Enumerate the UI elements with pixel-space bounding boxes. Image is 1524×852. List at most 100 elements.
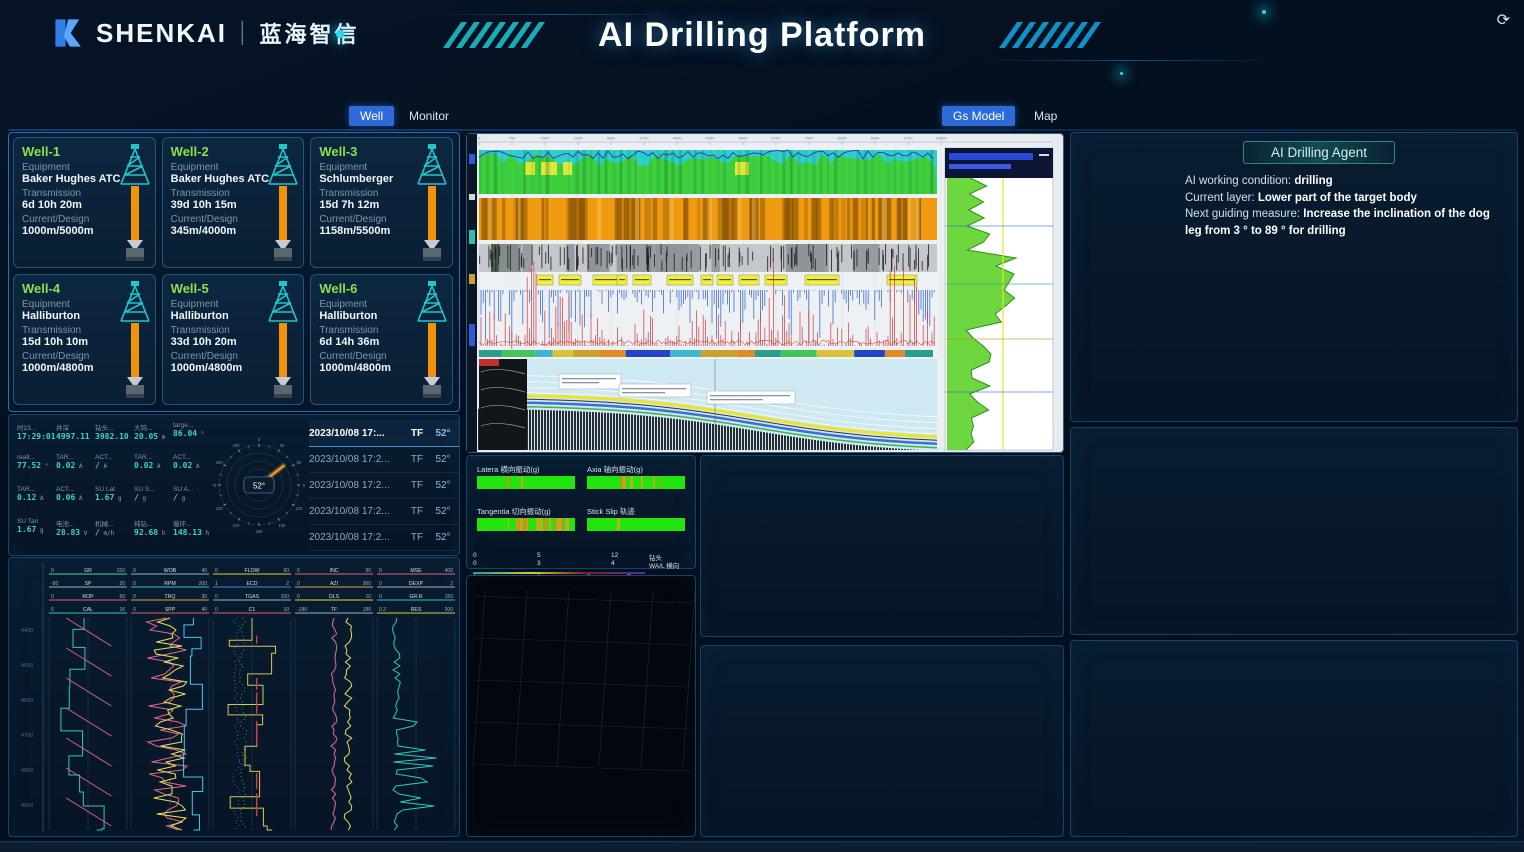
svg-text:TF: TF <box>331 607 337 613</box>
time-cell: 2023/10/08 17:2... <box>309 453 390 465</box>
svg-text:ECD: ECD <box>247 581 258 587</box>
well-field-label: Equipment <box>319 299 368 310</box>
well-field-label: Current/Design <box>22 214 90 225</box>
time-table-row[interactable]: 2023/10/08 17:2... TF 52° <box>309 498 459 525</box>
time-table-row[interactable]: 2023/10/08 17:... TF 52° <box>309 420 459 447</box>
param-value: 28.83 V <box>56 528 88 537</box>
agent-line-layer: Current layer: Lower part of the target … <box>1185 191 1417 204</box>
time-table-row[interactable]: 2023/10/08 17:2... TF 52° <box>309 446 459 473</box>
well-name: Well-2 <box>170 144 209 159</box>
well-field-value: 33d 10h 20m <box>170 336 237 348</box>
tab-gs-model[interactable]: Gs Model <box>942 106 1016 126</box>
param-label: 时23... <box>17 425 37 432</box>
refresh-icon[interactable]: ⟳ <box>1496 12 1510 29</box>
well-card[interactable]: Well-3 Equipment Schlumberger Transmission 1… <box>310 137 453 268</box>
param-value: / A <box>95 461 108 470</box>
time-table-row[interactable]: 2023/10/08 17:2... TF 52° <box>309 472 459 499</box>
vibration-event <box>544 518 548 531</box>
well-field-value: 1000m/4800m <box>319 362 391 374</box>
well-card[interactable]: Well-4 Equipment Halliburton Transmission 15… <box>13 274 156 405</box>
svg-text:2: 2 <box>450 581 453 587</box>
well-field-label: Equipment <box>22 162 70 173</box>
param-cell: SU Tan 1.67 g <box>17 518 55 547</box>
param-unit: A <box>75 463 83 470</box>
svg-text:0: 0 <box>215 607 218 613</box>
well-field-value: 1000m/4800m <box>22 362 94 374</box>
well-card[interactable]: Well-5 Equipment Halliburton Transmission 33… <box>161 274 305 405</box>
svg-text:0: 0 <box>215 568 218 574</box>
well-field-value: 6d 10h 20m <box>22 199 82 211</box>
vibration-event <box>524 518 526 531</box>
param-unit: A <box>99 463 108 470</box>
vibration-event <box>622 476 626 489</box>
vibration-event <box>536 518 539 531</box>
param-value: / m/h <box>95 528 115 537</box>
decor-dot <box>1262 10 1266 14</box>
depth-label: 4700 <box>21 733 34 739</box>
vibration-event <box>566 518 569 531</box>
decor-dot <box>1120 72 1123 75</box>
vibration-event <box>517 518 520 531</box>
param-cell: 循环... 148.13 h <box>173 518 211 547</box>
svg-text:RES: RES <box>411 607 422 613</box>
svg-text:150: 150 <box>117 568 126 574</box>
svg-text:100: 100 <box>281 594 290 600</box>
vibration-event <box>519 518 522 531</box>
svg-text:9000: 9000 <box>871 136 881 141</box>
param-unit: ° <box>41 463 49 470</box>
vibration-event <box>560 518 563 531</box>
well-field-value: Halliburton <box>319 310 378 322</box>
well-field-value: 1158m/5500m <box>319 225 391 237</box>
param-cell: SU A... / g <box>173 486 211 515</box>
param-label: SU Tan <box>17 518 39 525</box>
time-table-row[interactable]: 2023/10/08 17:2... TF 52° <box>309 524 459 551</box>
svg-text:3000: 3000 <box>607 136 617 141</box>
svg-text:40: 40 <box>201 568 207 574</box>
tab-monitor[interactable]: Monitor <box>409 109 450 123</box>
depth-label: 4500 <box>21 663 34 669</box>
svg-text:DLS: DLS <box>329 594 340 600</box>
tab-map[interactable]: Map <box>1034 109 1058 123</box>
brand-name: SHENKAI <box>96 17 228 48</box>
well-card[interactable]: Well-6 Equipment Halliburton Transmission 6d… <box>310 274 453 405</box>
well-field-label: Current/Design <box>170 214 238 225</box>
param-label: 钻头... <box>95 425 114 432</box>
svg-text:0: 0 <box>297 568 300 574</box>
param-unit: A <box>75 495 83 502</box>
vibration-event <box>539 518 541 531</box>
param-cell: SU S... / g <box>134 486 172 515</box>
well-card[interactable]: Well-1 Equipment Baker Hughes ATC Transmiss… <box>13 137 156 268</box>
param-label: ACT... <box>56 486 74 493</box>
svg-text:6750: 6750 <box>772 136 782 141</box>
svg-text:360: 360 <box>363 581 372 587</box>
tab-well[interactable]: Well <box>349 106 395 126</box>
well-field-label: Transmission <box>319 188 379 199</box>
param-unit: g <box>177 495 186 502</box>
vibration-event <box>653 476 656 489</box>
angle-cell: 52° <box>435 531 451 543</box>
stick-slip-scale <box>473 572 645 574</box>
svg-text:6000: 6000 <box>739 136 749 141</box>
well-field-label: Equipment <box>319 162 368 173</box>
param-value: 0.06 A <box>56 493 83 502</box>
vibration-event <box>521 476 523 489</box>
shenkai-logo-icon <box>55 19 81 47</box>
well-card[interactable]: Well-2 Equipment Baker Hughes ATC Transmiss… <box>161 137 305 268</box>
param-label: SU S... <box>134 486 155 493</box>
drilling-params-panel: 时23... 17:29:01 井深 4997.11 钻头... 3982.10 大钩… <box>8 414 460 556</box>
svg-text:1: 1 <box>215 581 218 587</box>
param-value: 1.67 g <box>17 525 44 534</box>
svg-text:0: 0 <box>297 581 300 587</box>
header: SHENKAI │ 蓝海智信 AI Drilling Platform ⟳ <box>0 0 1524 128</box>
svg-text:AZI: AZI <box>330 581 338 587</box>
svg-text:0: 0 <box>379 568 382 574</box>
depth-label: 4600 <box>21 698 34 704</box>
well-field-label: Current/Design <box>319 214 387 225</box>
derrick-icon <box>417 144 447 261</box>
svg-text:RPM: RPM <box>164 581 176 587</box>
well-field-label: Current/Design <box>319 351 387 362</box>
well-name: Well-4 <box>22 281 61 296</box>
svg-text:MSE: MSE <box>410 568 422 574</box>
param-unit: V <box>80 530 88 537</box>
param-label: 循环... <box>173 521 192 528</box>
